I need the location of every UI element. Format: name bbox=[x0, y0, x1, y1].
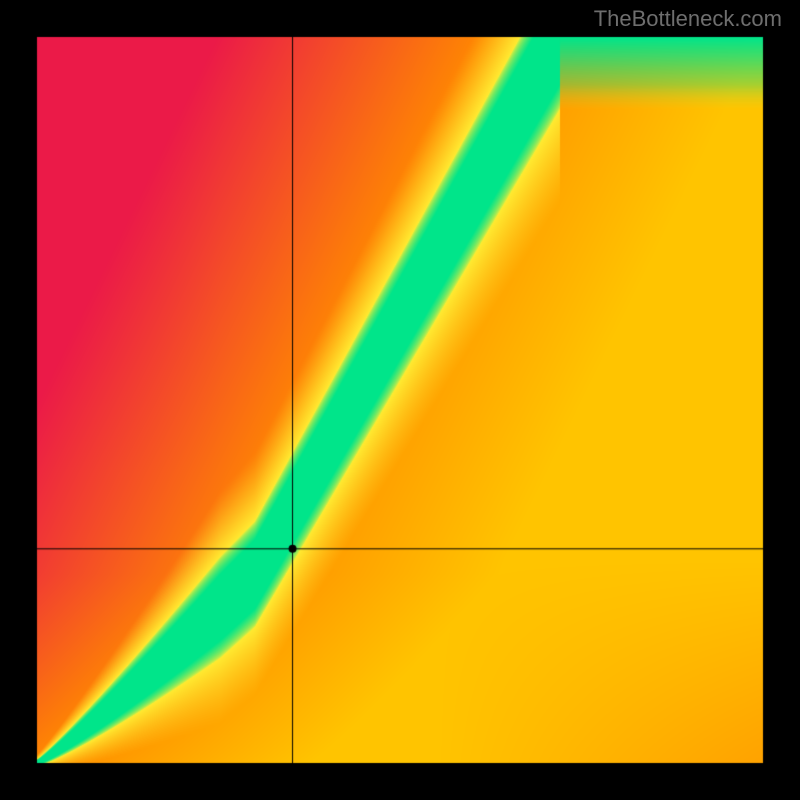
bottleneck-heatmap bbox=[0, 0, 800, 800]
chart-container: TheBottleneck.com bbox=[0, 0, 800, 800]
watermark-text: TheBottleneck.com bbox=[594, 6, 782, 32]
